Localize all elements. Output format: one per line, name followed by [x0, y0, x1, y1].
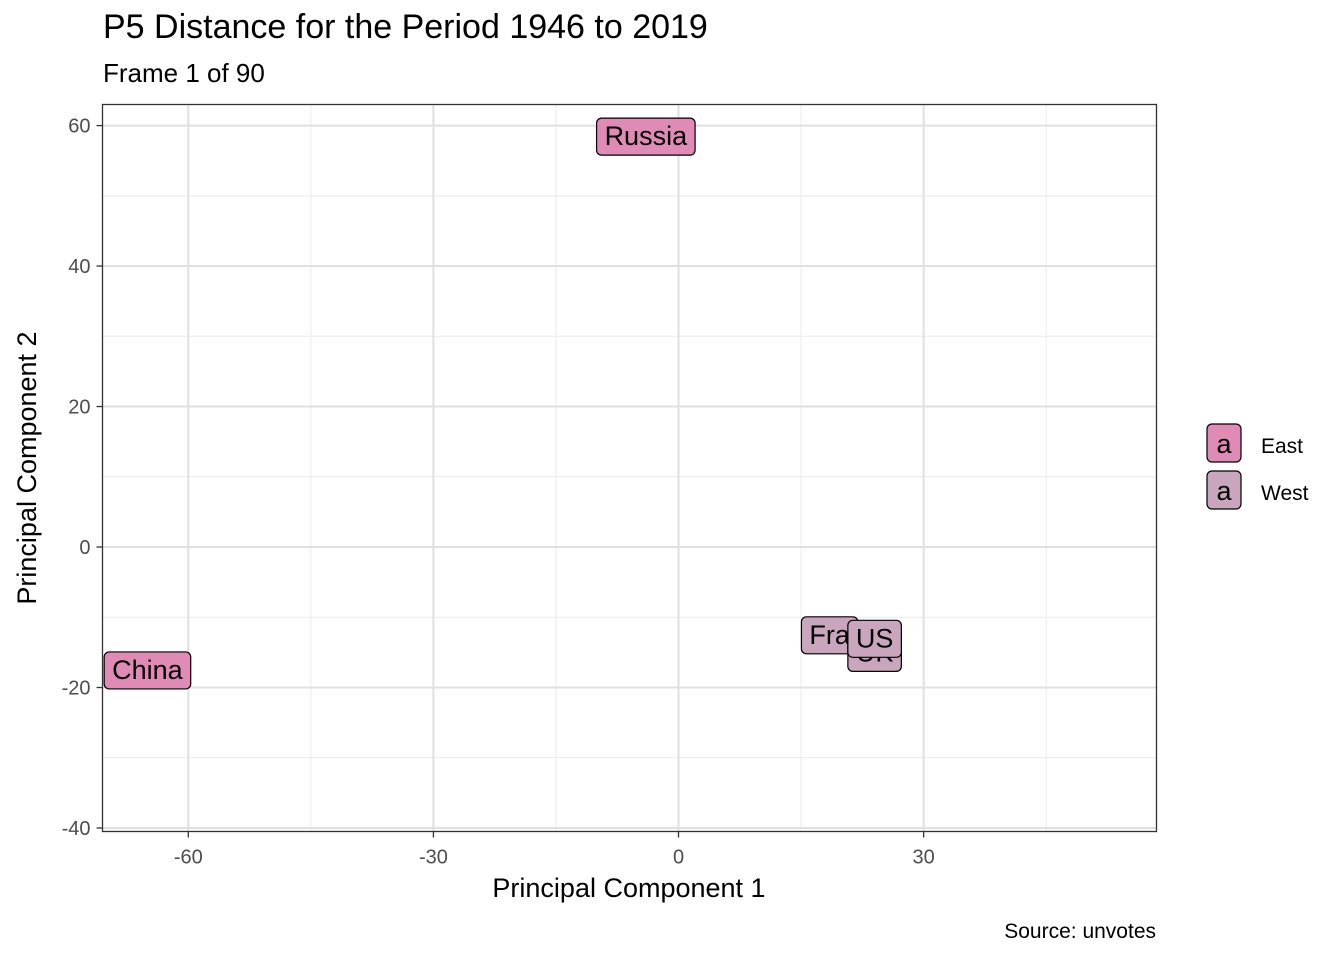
x-tick-label: 30 — [913, 847, 935, 869]
legend-key — [1206, 423, 1242, 463]
legend-label: East — [1261, 435, 1303, 458]
y-tick-label: 0 — [79, 537, 90, 559]
legend-item-west: a West — [1206, 470, 1309, 510]
legend-key-glyph: a — [1216, 476, 1232, 506]
y-axis-ticks: -40 -20 0 20 40 60 — [62, 116, 103, 840]
point-label-text: Fra — [809, 620, 850, 650]
legend-key — [1206, 470, 1242, 510]
legend-label: West — [1261, 482, 1309, 505]
point-label-us: US — [847, 619, 902, 658]
point-label-text: China — [112, 655, 184, 685]
y-axis-title: Principal Component 2 — [12, 331, 42, 604]
data-labels: RussiaChinaFraUKUS — [103, 117, 902, 690]
legend-item-east: a East — [1206, 423, 1303, 463]
x-tick-label: -30 — [419, 847, 448, 869]
chart-caption: Source: unvotes — [1004, 920, 1156, 943]
point-label-russia: Russia — [595, 117, 696, 156]
point-label-text: Russia — [605, 121, 689, 151]
y-tick-label: -40 — [62, 818, 91, 840]
grid-minor — [102, 104, 1157, 832]
x-tick-label: -60 — [174, 847, 203, 869]
point-label-china: China — [103, 651, 192, 690]
point-label-text: US — [856, 623, 894, 653]
y-tick-label: 20 — [68, 397, 90, 419]
plot-panel-background — [102, 104, 1157, 832]
legend: a East a West — [1206, 423, 1309, 510]
x-axis-ticks: -60 -30 0 30 — [174, 831, 935, 869]
y-tick-label: -20 — [62, 678, 91, 700]
plot-panel-border — [101, 103, 1158, 833]
y-tick-label: 40 — [68, 256, 90, 278]
x-tick-label: 0 — [673, 847, 684, 869]
chart-title: P5 Distance for the Period 1946 to 2019 — [103, 8, 708, 46]
x-axis-title: Principal Component 1 — [492, 873, 765, 903]
chart-subtitle: Frame 1 of 90 — [103, 58, 265, 88]
y-tick-label: 60 — [68, 116, 90, 138]
legend-key-glyph: a — [1216, 429, 1232, 459]
